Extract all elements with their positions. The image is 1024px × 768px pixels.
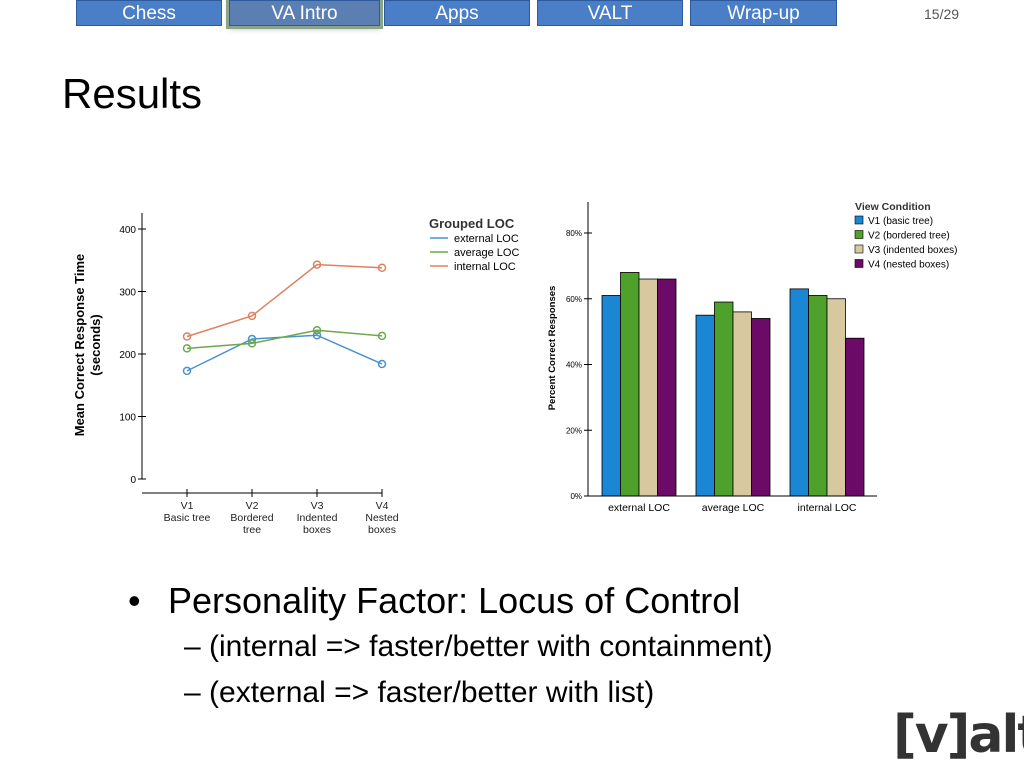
tab-wrap-up[interactable]: Wrap-up (690, 0, 837, 26)
bar (789, 288, 809, 497)
bar-legend-title: View Condition (855, 201, 931, 213)
bar-legend-swatch (854, 244, 864, 254)
percent-correct-bar-chart: Percent Correct Responses 0% 20% 40% 60% 80%… (547, 201, 958, 514)
sub-bullet-text: (external => faster/better with list) (209, 676, 655, 709)
line-chart-ylabel-text: Mean Correct Response Time (72, 254, 87, 437)
bar-chart-xtick-label: internal LOC (798, 502, 857, 514)
bar (826, 298, 846, 497)
line-point (377, 331, 387, 341)
line-chart-ytick-label: 200 (119, 350, 136, 361)
bar-legend-swatch (854, 259, 864, 268)
response-time-line-chart: Mean Correct Response Time (seconds) 0 100… (72, 213, 519, 536)
tab-apps[interactable]: Apps (384, 0, 530, 26)
line-point (247, 334, 257, 344)
bar-legend-label: V4 (nested boxes) (868, 260, 949, 271)
bar (695, 314, 715, 497)
line-chart-xtick-label: Basic tree (164, 512, 211, 524)
line-chart-ytick-label: 0 (130, 475, 136, 486)
tab-valt[interactable]: VALT (537, 0, 683, 26)
line-chart-ytick-label: 400 (119, 225, 136, 236)
line-legend-label: internal LOC (454, 261, 516, 273)
line-chart-xtick-label: V4 (376, 500, 389, 512)
bar (845, 337, 865, 497)
bar-chart-ylabel: Percent Correct Responses (547, 286, 558, 411)
dash-icon: – (184, 676, 201, 709)
line-point (247, 311, 257, 321)
line-point (312, 331, 322, 340)
tab-chess[interactable]: Chess (76, 0, 222, 26)
page-number: 15/29 (924, 6, 960, 22)
sub-bullet-item: – (internal => faster/better with contai… (184, 630, 773, 664)
bar-chart-xtick-label: average LOC (702, 502, 765, 514)
bar-legend-label: V3 (indented boxes) (868, 245, 958, 256)
line-chart-xtick-label: Indented (297, 512, 338, 524)
sub-bullet-text: (internal => faster/better with containm… (209, 630, 773, 663)
tab-va-intro[interactable]: VA Intro (229, 0, 380, 26)
line-series-external-loc (186, 334, 383, 372)
bar (638, 278, 658, 497)
bar-legend-label: V2 (bordered tree) (868, 231, 950, 242)
line-legend-label: average LOC (454, 247, 519, 259)
line-point (182, 332, 192, 341)
line-chart-xtick-label: Nested (365, 512, 398, 524)
bar-chart-ytick-label: 60% (566, 295, 582, 304)
line-chart-xtick-label: tree (243, 524, 261, 536)
bar-legend-label: V1 (basic tree) (868, 216, 933, 227)
bar-chart-ytick-label: 80% (566, 229, 582, 238)
line-legend-label: external LOC (454, 233, 519, 245)
line-point (312, 326, 322, 335)
bar-chart-ytick-label: 40% (566, 361, 582, 370)
bar (751, 318, 771, 497)
bar-legend-swatch (854, 215, 864, 225)
line-point (377, 359, 387, 369)
line-point (377, 263, 387, 272)
line-series-average-loc (186, 329, 383, 350)
line-point (247, 339, 257, 348)
bullet-item: • Personality Factor: Locus of Control (128, 580, 740, 622)
valt-logo: [v]alt (893, 705, 1024, 765)
line-chart-ylabel: Mean Correct Response Time (seconds) (72, 254, 103, 437)
line-chart-xtick-label: boxes (368, 524, 396, 536)
bar (732, 311, 752, 497)
bar (657, 278, 677, 497)
line-legend-title: Grouped LOC (429, 216, 515, 231)
dash-icon: – (184, 630, 201, 663)
bar-chart-ytick-label: 0% (570, 492, 582, 501)
line-chart-ytick-label: 100 (119, 413, 136, 424)
bullet-dot-icon: • (128, 580, 141, 621)
bar-chart-ytick-label: 20% (566, 426, 582, 435)
bar-chart-ylabel-text: Percent Correct Responses (547, 286, 558, 411)
bar (714, 301, 734, 497)
line-chart-xtick-label: boxes (303, 524, 331, 536)
top-nav: Chess VA Intro Apps VALT Wrap-up 15/29 (0, 0, 1024, 30)
line-chart-ytick-label: 300 (119, 288, 136, 299)
bar-chart-xtick-label: external LOC (608, 502, 670, 514)
bar (808, 295, 828, 497)
line-chart-xtick-label: V1 (181, 500, 194, 512)
line-chart-xtick-label: V3 (311, 500, 324, 512)
line-point (182, 344, 192, 353)
line-chart-xtick-label: Bordered (230, 512, 273, 524)
bar (601, 295, 621, 497)
bullet-text: Personality Factor: Locus of Control (168, 580, 741, 621)
slide-title: Results (62, 70, 203, 117)
line-chart-ylabel-text: (seconds) (88, 314, 103, 375)
line-series-internal-loc (186, 263, 383, 338)
sub-bullet-item: – (external => faster/better with list) (184, 676, 654, 710)
line-point (182, 366, 192, 376)
bar-legend-swatch (854, 230, 864, 239)
line-chart-xtick-label: V2 (246, 500, 259, 512)
line-point (312, 260, 322, 269)
bar (620, 272, 640, 497)
